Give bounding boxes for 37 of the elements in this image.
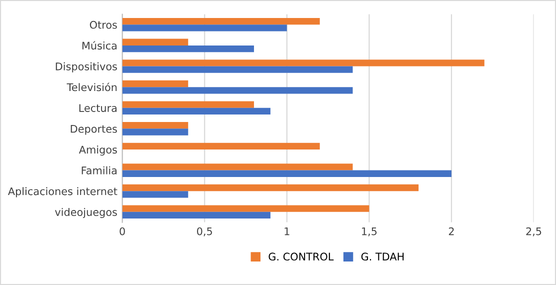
legend-label: G. CONTROL <box>268 252 334 261</box>
bar <box>122 128 188 136</box>
bar <box>122 45 254 52</box>
bar <box>122 87 353 94</box>
bar <box>122 142 320 150</box>
bar <box>122 205 370 212</box>
bar <box>122 184 419 192</box>
y-tick-label: Familia <box>82 166 117 174</box>
bar <box>122 60 484 66</box>
bar <box>122 18 320 25</box>
y-tick-label: Otros <box>90 20 117 29</box>
bar <box>122 101 254 108</box>
y-tick-label: Aplicaciones internet <box>8 187 118 198</box>
bar <box>122 108 270 115</box>
y-tick-label: Lectura <box>79 104 117 112</box>
bar <box>122 38 188 46</box>
y-tick-label: videojuegos <box>54 208 117 218</box>
x-tick-label: 1 <box>284 227 290 236</box>
x-tick-label: 0,5 <box>197 227 212 236</box>
bar <box>122 66 353 73</box>
y-tick-label: Televisión <box>66 82 117 92</box>
bar <box>122 122 188 129</box>
y-tick-label: Música <box>82 41 117 50</box>
bar <box>122 170 452 177</box>
bar <box>122 191 188 198</box>
legend-label: G. TDAH <box>361 252 404 261</box>
bar <box>122 164 353 170</box>
y-tick-label: Dispositivos <box>56 62 117 72</box>
bar <box>122 80 188 88</box>
bar <box>122 24 287 32</box>
x-tick-label: 2,5 <box>526 227 542 236</box>
x-tick-label: 2 <box>448 227 454 236</box>
y-tick-label: Amigos <box>78 146 117 156</box>
y-tick-label: Deportes <box>70 125 117 135</box>
bar <box>122 212 270 219</box>
x-tick-label: 0 <box>120 227 125 236</box>
x-tick-label: 1,5 <box>362 227 377 236</box>
